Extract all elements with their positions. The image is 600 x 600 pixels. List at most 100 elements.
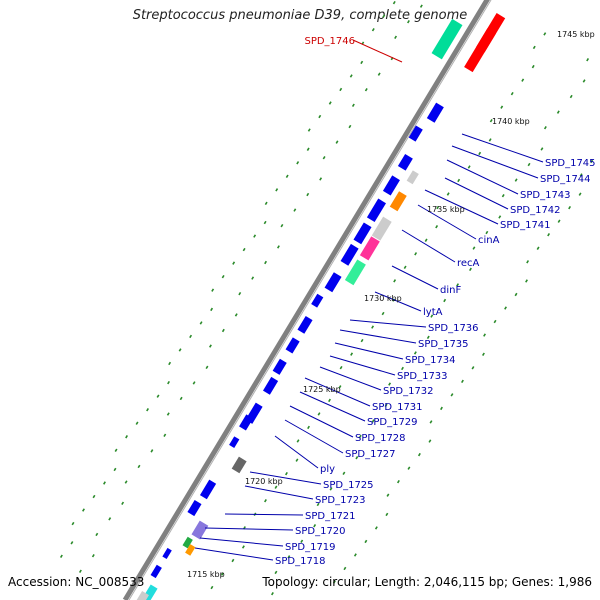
label-leader-line: [352, 39, 403, 63]
gc-dot: [220, 572, 224, 576]
gc-dot: [135, 421, 139, 425]
gene-label-spd-1744[interactable]: SPD_1744: [540, 174, 591, 185]
gc-dot: [504, 306, 507, 310]
gene-label-spd-1736[interactable]: SPD_1736: [428, 323, 479, 334]
gc-dot: [276, 245, 280, 249]
gc-dot: [360, 60, 364, 65]
gc-dot: [293, 208, 297, 212]
gene-box: [150, 564, 162, 579]
gc-dot: [343, 566, 347, 571]
gc-dot: [358, 434, 362, 439]
gene-label-spd-1727[interactable]: SPD_1727: [345, 449, 396, 460]
label-leader-line: [374, 291, 422, 312]
gc-dot: [339, 365, 343, 370]
gc-dot: [221, 328, 225, 333]
gc-dot: [526, 260, 530, 264]
gene-label-ply[interactable]: ply: [320, 464, 335, 475]
label-leader-line: [304, 377, 371, 407]
gene-box: [324, 272, 342, 293]
gc-dot: [316, 502, 320, 507]
gc-dot: [478, 151, 482, 156]
gene-label-spd-1729[interactable]: SPD_1729: [367, 417, 418, 428]
label-leader-line: [391, 265, 439, 290]
gc-dot: [280, 223, 284, 228]
genome-backbone: [122, 0, 490, 600]
gc-dot: [82, 508, 85, 512]
gc-dot: [392, 0, 396, 5]
gene-label-spd-1718[interactable]: SPD_1718: [275, 556, 326, 567]
gc-dot: [582, 79, 586, 83]
kbp-tick-label: 1725 kbp: [303, 385, 341, 394]
gene-label-spd-1735[interactable]: SPD_1735: [418, 339, 469, 350]
label-leader-line: [199, 537, 284, 547]
gc-dot: [178, 348, 182, 352]
gc-dot: [319, 177, 323, 181]
gene-label-spd-1731[interactable]: SPD_1731: [372, 402, 423, 413]
gc-dot: [313, 524, 317, 528]
gc-dot: [125, 435, 129, 439]
gene-label-spd-1741[interactable]: SPD_1741: [500, 220, 551, 231]
gene-label-spd-1728[interactable]: SPD_1728: [355, 433, 406, 444]
gene-label-dinf[interactable]: dinF: [440, 285, 461, 296]
gene-label-spd-1721[interactable]: SPD_1721: [305, 511, 356, 522]
gene-box: [182, 536, 193, 549]
gene-label-reca[interactable]: recA: [457, 258, 480, 269]
gc-dot: [579, 173, 583, 177]
gc-dot: [91, 553, 95, 558]
label-leader-line: [284, 419, 344, 454]
gene-label-lyta[interactable]: lytA: [423, 307, 443, 318]
gene-label-spd-1732[interactable]: SPD_1732: [383, 386, 434, 397]
gc-dot: [493, 319, 497, 324]
gc-dot: [146, 408, 149, 412]
gene-box: [162, 547, 172, 560]
gc-dot: [71, 521, 75, 526]
gc-dot: [338, 385, 342, 389]
gene-label-spd-1734[interactable]: SPD_1734: [405, 355, 456, 366]
gc-dot: [569, 94, 573, 99]
gc-dot: [163, 433, 167, 438]
gene-label-spd-1720[interactable]: SPD_1720: [295, 526, 346, 537]
gc-dot: [429, 420, 433, 424]
gc-dot: [234, 313, 238, 317]
gene-label-cina[interactable]: cinA: [478, 235, 500, 246]
gc-dot: [231, 558, 235, 563]
gene-track: [129, 13, 506, 600]
gc-dot: [355, 456, 359, 460]
gc-dot: [556, 110, 560, 114]
gene-label-spd-1742[interactable]: SPD_1742: [510, 205, 561, 216]
label-leader-line: [334, 342, 404, 360]
gc-dot: [413, 351, 417, 355]
gc-dot: [296, 161, 300, 165]
gene-box: [187, 500, 202, 517]
label-leader-line: [446, 159, 519, 195]
gene-box: [311, 293, 324, 308]
gc-dot: [364, 88, 368, 92]
gc-dot: [377, 72, 381, 76]
gene-label-spd-1743[interactable]: SPD_1743: [520, 190, 571, 201]
gc-skew-track: [59, 0, 594, 596]
gene-label-spd-1725[interactable]: SPD_1725: [323, 480, 374, 491]
gc-dot: [381, 311, 385, 316]
gc-dot: [498, 215, 502, 219]
gc-dot: [285, 174, 289, 178]
gene-box: [431, 18, 463, 60]
gc-dot: [351, 103, 355, 107]
gene-label-spd-1719[interactable]: SPD_1719: [285, 542, 336, 553]
gc-dot: [547, 233, 551, 237]
gc-dot: [471, 366, 475, 370]
gene-box: [359, 236, 380, 261]
gene-label-spd-1746[interactable]: SPD_1746: [304, 36, 355, 47]
gene-label-spd-1733[interactable]: SPD_1733: [397, 371, 448, 382]
gc-dot: [401, 366, 404, 371]
gc-dot: [393, 279, 397, 283]
gc-dot: [426, 335, 430, 340]
label-leader-line: [244, 485, 314, 500]
gc-dot: [407, 466, 411, 470]
gc-dot: [396, 479, 400, 484]
gene-label-spd-1745[interactable]: SPD_1745: [545, 158, 596, 169]
gene-label-spd-1723[interactable]: SPD_1723: [315, 495, 366, 506]
gc-dot: [525, 279, 528, 283]
gc-dot: [339, 87, 343, 92]
gc-dot: [210, 585, 214, 590]
gc-dot: [435, 225, 439, 229]
